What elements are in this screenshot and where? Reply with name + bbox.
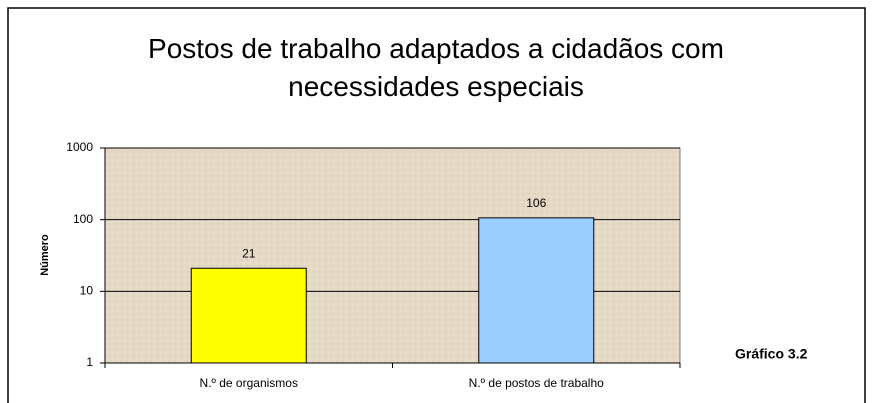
bar xyxy=(478,217,595,364)
y-axis-label: Número xyxy=(39,234,51,276)
x-tick-label: N.º de organismos xyxy=(200,376,298,390)
data-label: 106 xyxy=(526,196,546,210)
frame xyxy=(7,7,866,403)
annotation: Gráfico 3.2 xyxy=(735,346,808,362)
y-tick-label: 100 xyxy=(73,212,93,226)
y-tick-label: 1000 xyxy=(66,140,93,154)
chart-title: Postos de trabalho adaptados a cidadãos … xyxy=(148,33,724,102)
y-tick-label: 1 xyxy=(86,355,93,369)
y-tick-label: 10 xyxy=(80,284,94,298)
x-tick-label: N.º de postos de trabalho xyxy=(469,376,604,390)
data-label: 21 xyxy=(242,246,256,260)
bar xyxy=(190,267,307,364)
